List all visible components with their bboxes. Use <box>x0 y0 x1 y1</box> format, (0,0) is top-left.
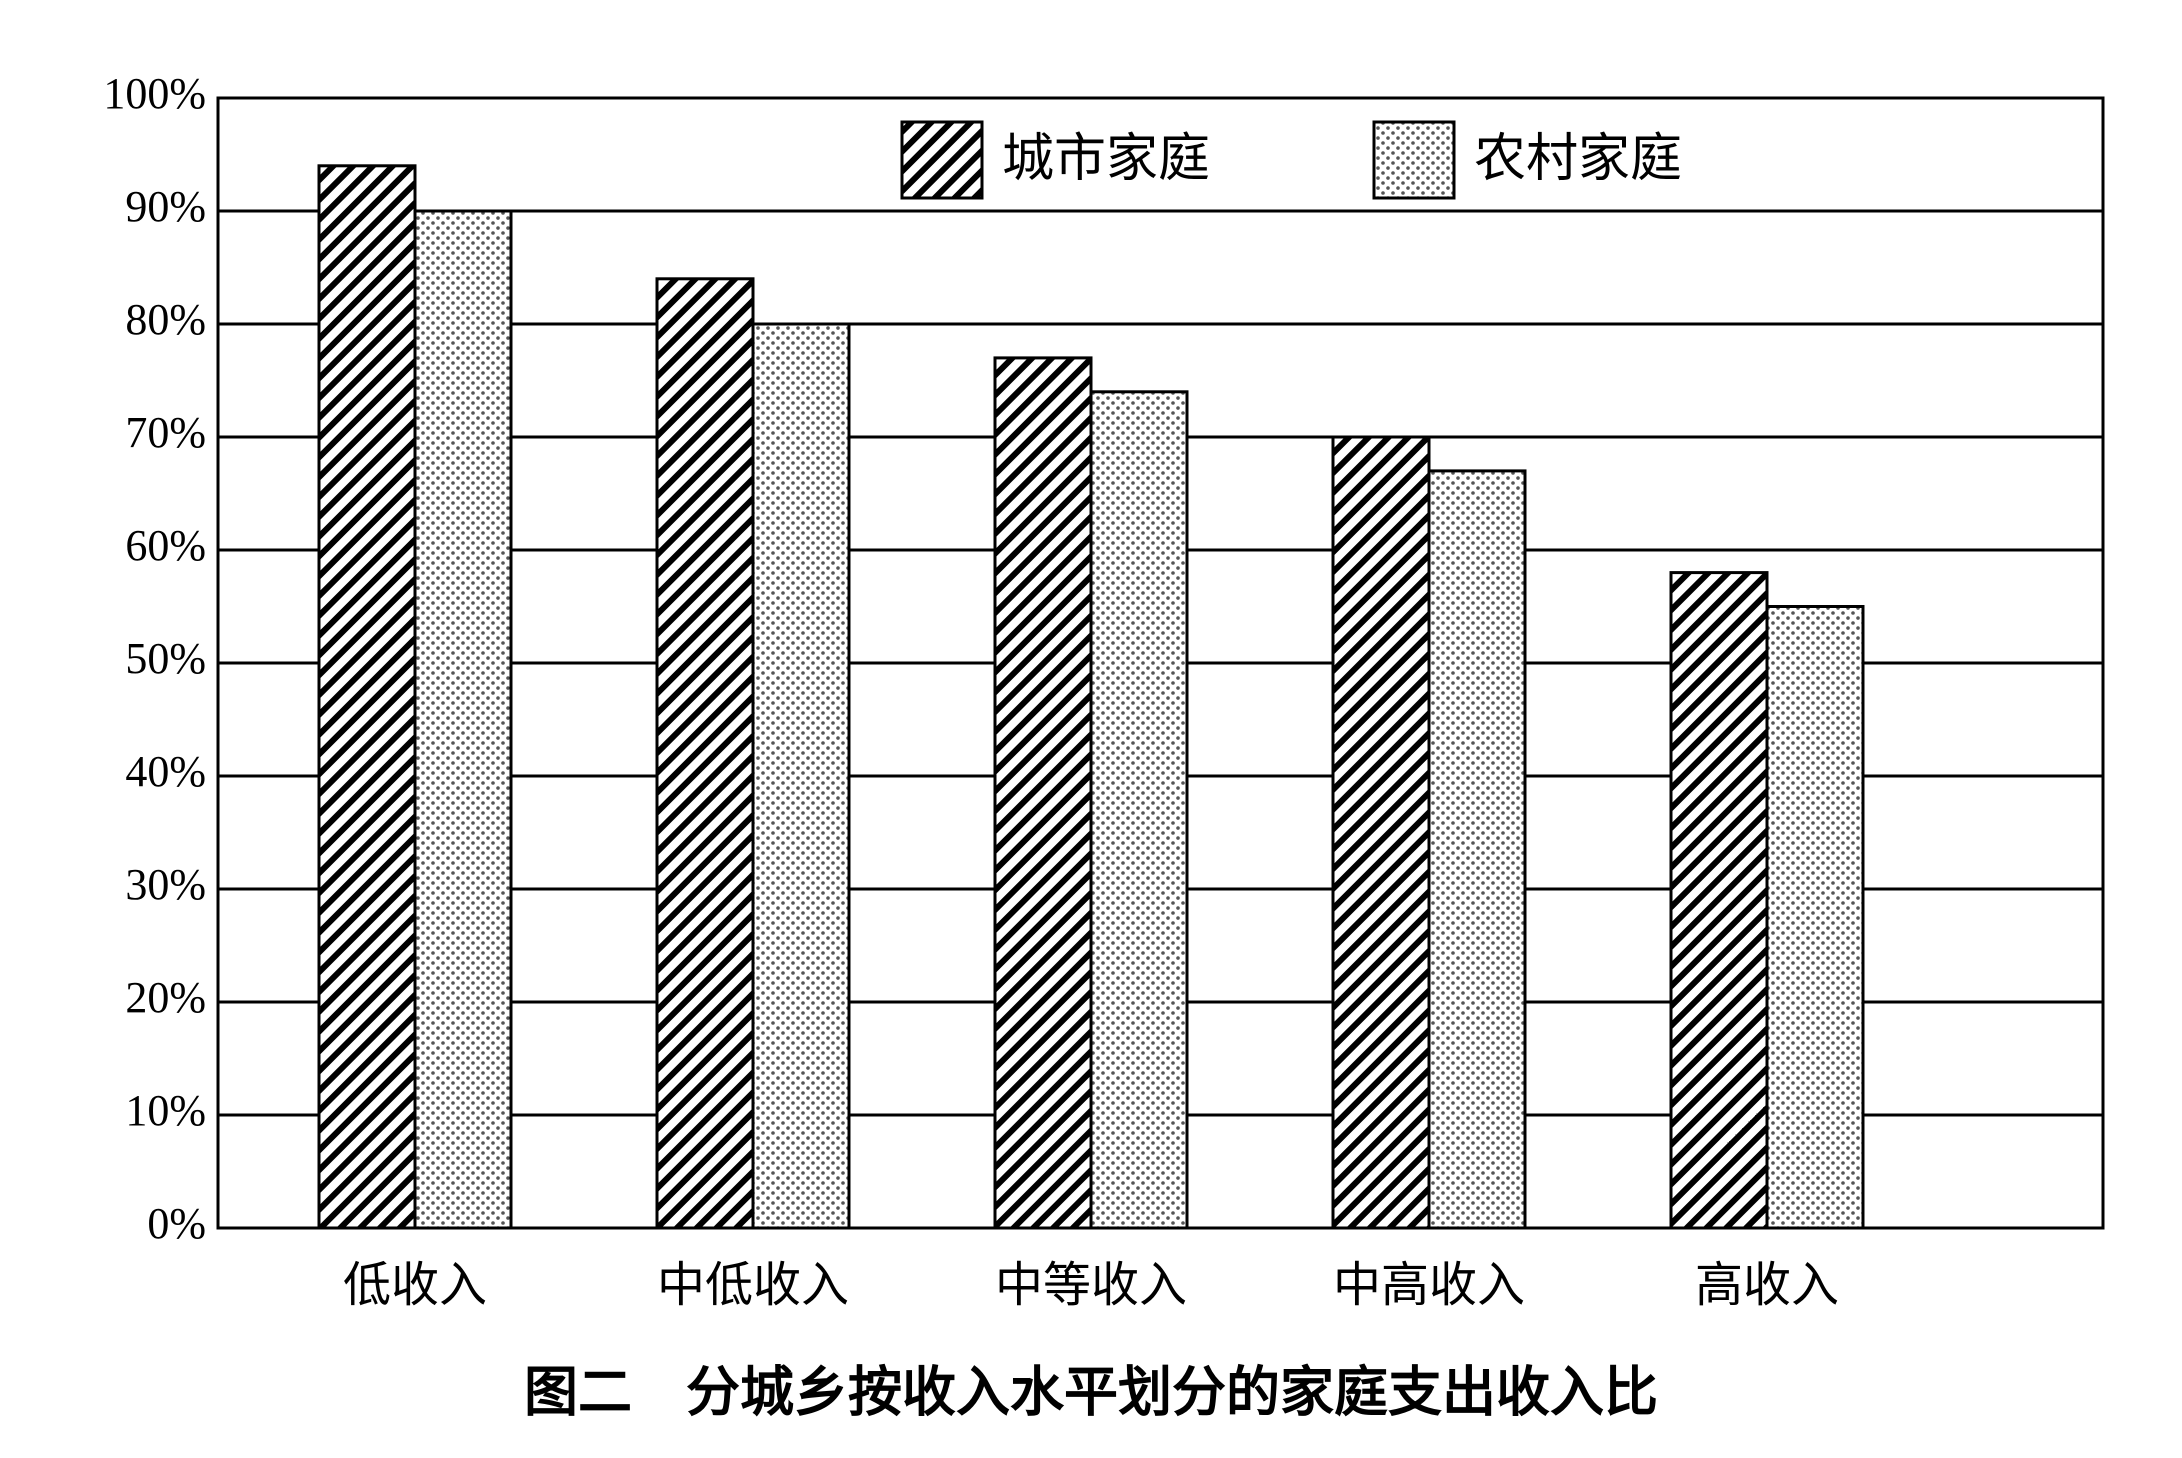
bar <box>413 209 513 1230</box>
y-tick-label: 0% <box>147 1199 206 1248</box>
y-tick-label: 10% <box>125 1086 206 1135</box>
bar <box>993 356 1093 1230</box>
legend-label: 城市家庭 <box>1002 129 1210 189</box>
x-tick-label: 低收入 <box>343 1257 487 1313</box>
bar <box>1089 390 1189 1230</box>
y-tick-label: 30% <box>125 860 206 909</box>
legend-swatch <box>1372 120 1456 200</box>
x-tick-label: 中低收入 <box>657 1257 849 1313</box>
legend-swatch <box>900 120 984 200</box>
y-tick-label: 100% <box>103 69 206 118</box>
bar <box>655 277 755 1230</box>
bar <box>317 164 417 1230</box>
y-tick-label: 70% <box>125 408 206 457</box>
bar <box>1427 469 1527 1230</box>
x-tick-label: 中高收入 <box>1333 1257 1525 1313</box>
bar <box>751 322 851 1230</box>
y-tick-label: 80% <box>125 295 206 344</box>
x-tick-label: 中等收入 <box>995 1257 1187 1313</box>
bar <box>1669 571 1769 1230</box>
y-tick-label: 50% <box>125 634 206 683</box>
y-tick-label: 60% <box>125 521 206 570</box>
legend-label: 农村家庭 <box>1474 129 1682 189</box>
bar <box>1765 605 1865 1230</box>
bar <box>1331 435 1431 1230</box>
y-tick-label: 20% <box>125 973 206 1022</box>
x-tick-label: 高收入 <box>1695 1257 1839 1313</box>
y-tick-label: 40% <box>125 747 206 796</box>
y-tick-label: 90% <box>125 182 206 231</box>
chart-title: 图二 分城乡按收入水平划分的家庭支出收入比 <box>524 1361 1658 1424</box>
